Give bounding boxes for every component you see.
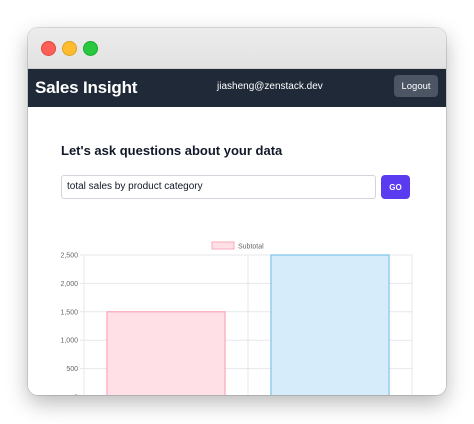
navbar: Sales Insight jiasheng@zenstack.dev Logo… <box>28 69 446 107</box>
page-heading: Let's ask questions about your data <box>61 143 283 158</box>
bar-furniture <box>270 254 390 395</box>
zoom-window-button[interactable] <box>83 41 98 56</box>
y-tick-label: 2,000 <box>60 281 78 288</box>
y-tick-label: 0 <box>74 395 78 396</box>
legend-label: Subtotal <box>238 244 264 251</box>
query-input[interactable]: total sales by product category <box>61 175 376 199</box>
sales-bar-chart: 05001,0001,5002,0002,500ElectronicsFurni… <box>60 241 413 396</box>
bar-electronics <box>106 311 226 395</box>
app-window: Sales Insight jiasheng@zenstack.dev Logo… <box>28 28 446 395</box>
legend-swatch <box>211 241 235 250</box>
close-window-button[interactable] <box>41 41 56 56</box>
y-tick-label: 500 <box>66 366 78 373</box>
y-tick-label: 1,000 <box>60 338 78 345</box>
app-title: Sales Insight <box>35 78 138 97</box>
logout-button[interactable]: Logout <box>394 75 438 97</box>
go-button[interactable]: GO <box>381 175 410 199</box>
y-tick-label: 1,500 <box>60 309 78 316</box>
y-tick-label: 2,500 <box>60 253 78 260</box>
main-content: Let's ask questions about your data tota… <box>28 107 446 395</box>
minimize-window-button[interactable] <box>62 41 77 56</box>
user-email: jiasheng@zenstack.dev <box>217 81 323 92</box>
window-titlebar <box>28 28 446 69</box>
